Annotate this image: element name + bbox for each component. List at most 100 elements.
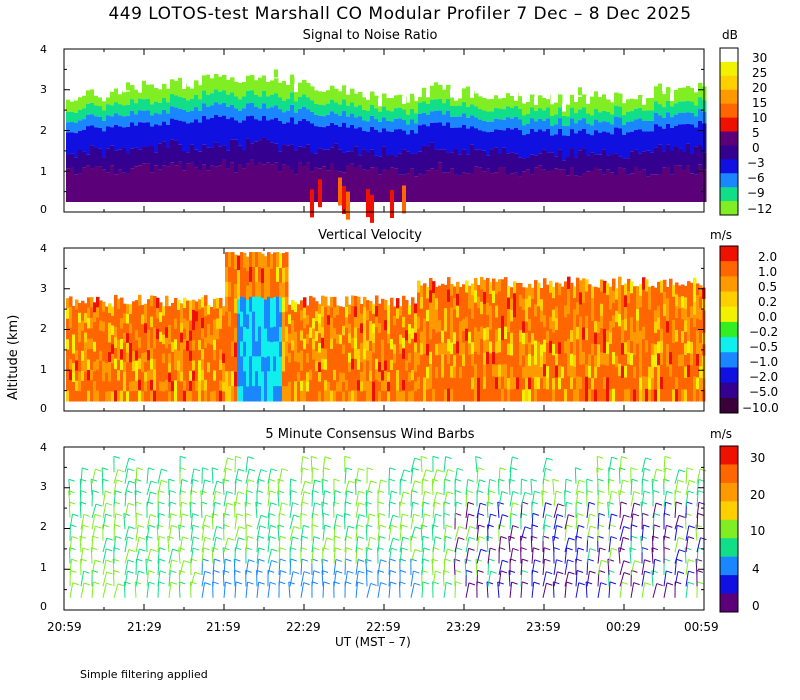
snr-cell — [554, 102, 559, 115]
velocity-cell — [138, 369, 142, 381]
wind-barb — [212, 537, 217, 553]
velocity-colorbar-swatch — [720, 337, 738, 353]
velocity-cell — [462, 354, 466, 367]
velocity-cell — [495, 317, 499, 330]
wind-barb — [157, 570, 161, 587]
wind-barb-flag — [597, 524, 605, 528]
snr-cell — [290, 117, 295, 145]
wind-barb — [421, 469, 427, 484]
velocity-cell — [156, 359, 160, 371]
velocity-colorbar-swatch — [720, 382, 738, 399]
wind-barb — [102, 502, 107, 519]
velocity-cell — [342, 307, 346, 317]
velocity-cell — [666, 309, 670, 322]
velocity-cell — [687, 329, 691, 342]
velocity-cell — [240, 311, 244, 328]
wind-barb-flag — [236, 513, 244, 517]
velocity-cell — [315, 371, 319, 382]
wind-barb — [278, 547, 281, 564]
wind-barb-flag — [588, 501, 596, 505]
velocity-cell — [480, 351, 484, 365]
snr-cell — [682, 124, 687, 153]
velocity-cell — [675, 294, 679, 307]
velocity-cell — [234, 283, 238, 300]
snr-cell — [678, 101, 683, 114]
snr-cell — [694, 116, 699, 128]
velocity-cell — [549, 364, 553, 378]
velocity-cell — [393, 306, 397, 317]
wind-barb-flag — [688, 559, 695, 563]
velocity-cell — [336, 381, 340, 392]
wind-barb — [79, 479, 82, 496]
velocity-cell — [690, 389, 694, 402]
snr-cell — [650, 131, 655, 153]
velocity-cell — [543, 290, 547, 304]
velocity-cell — [573, 366, 577, 379]
wind-barb-flag — [578, 524, 585, 528]
velocity-cell — [489, 377, 493, 390]
snr-cell — [98, 92, 103, 107]
velocity-cell — [471, 377, 475, 390]
wind-barb — [695, 524, 698, 541]
velocity-cell — [279, 253, 283, 269]
snr-cell — [206, 94, 211, 107]
velocity-cell — [546, 354, 550, 367]
velocity-cell — [189, 390, 193, 402]
velocity-cell — [207, 324, 211, 335]
velocity-cell — [150, 390, 154, 402]
velocity-cell — [693, 327, 697, 340]
velocity-cell — [654, 389, 658, 402]
wind-barb — [289, 479, 292, 496]
snr-cell — [170, 106, 175, 119]
velocity-cell — [300, 340, 304, 352]
velocity-cell — [405, 310, 409, 321]
wind-barb-flag — [436, 469, 443, 473]
velocity-cell — [633, 378, 637, 391]
wind-barbs — [68, 455, 707, 598]
cb3-label-3: 4 — [752, 562, 760, 576]
snr-cell — [358, 91, 363, 106]
wind-barb-flag — [379, 524, 386, 528]
velocity-cell — [504, 351, 508, 365]
wind-barb-flag — [94, 513, 101, 517]
velocity-cell — [144, 323, 148, 334]
snr-cell — [186, 111, 191, 124]
wind-barb — [234, 537, 239, 553]
snr-cell — [634, 96, 639, 109]
snr-cell — [90, 168, 95, 202]
velocity-cell — [489, 329, 493, 342]
snr-cell — [586, 101, 591, 114]
velocity-cell — [369, 340, 373, 352]
snr-cell — [242, 120, 247, 151]
wind-barb-flag — [464, 558, 472, 562]
velocity-cell — [357, 369, 361, 381]
velocity-cell — [699, 343, 703, 356]
x-axis-label: UT (MST – 7) — [335, 635, 411, 649]
wind-barb-flag — [138, 524, 145, 528]
snr-colorbar-swatch — [720, 201, 738, 216]
velocity-cell — [360, 333, 364, 344]
snr-cell — [534, 96, 538, 105]
velocity-cell — [168, 391, 172, 402]
velocity-cell — [576, 302, 580, 316]
snr-cell — [138, 122, 143, 150]
wind-barb-flag — [345, 467, 353, 471]
wind-barb — [542, 524, 546, 541]
snr-cell — [346, 86, 350, 95]
snr-cell — [282, 100, 287, 113]
snr-cell — [470, 104, 475, 116]
velocity-cell — [552, 378, 556, 391]
wind-barb — [641, 457, 646, 473]
snr-cell — [654, 124, 659, 148]
wind-barb-flag — [611, 490, 618, 494]
wind-barb-flag — [553, 547, 560, 551]
wind-barb-flag — [227, 537, 235, 541]
snr-cell — [226, 150, 231, 169]
wind-barb-flag — [458, 537, 465, 541]
velocity-cell — [186, 380, 190, 392]
snr-cell — [218, 104, 223, 117]
wind-barb — [322, 456, 326, 473]
velocity-cell — [372, 323, 376, 334]
snr-cell — [202, 164, 207, 202]
wind-barb — [256, 515, 262, 530]
